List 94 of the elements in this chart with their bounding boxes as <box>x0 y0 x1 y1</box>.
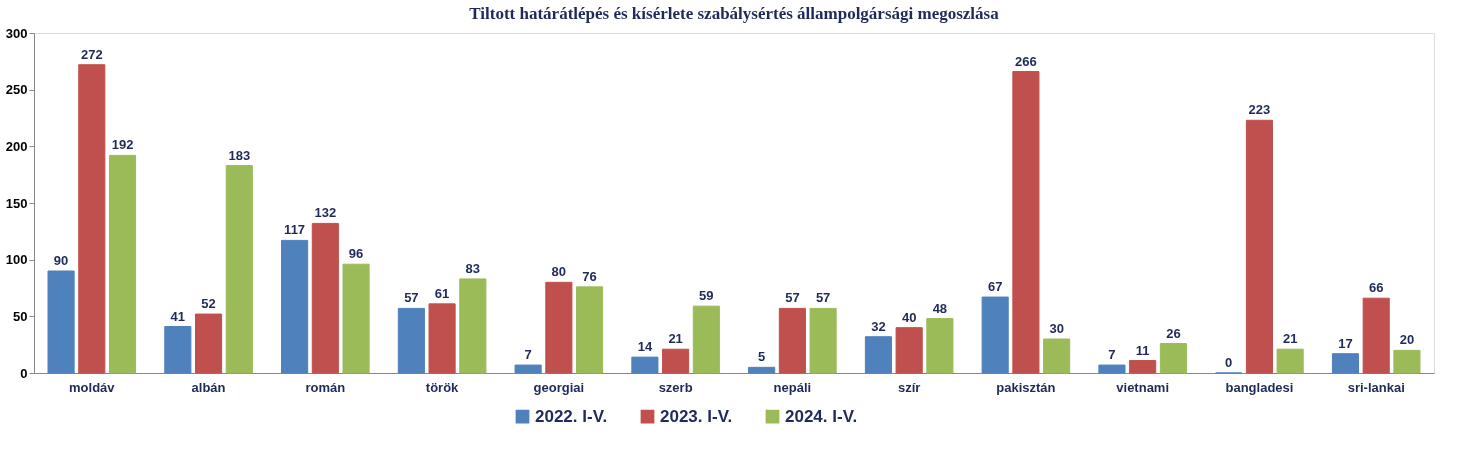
x-tick-label: pakisztán <box>996 379 1056 395</box>
bar <box>1043 338 1071 374</box>
bar <box>1331 353 1360 374</box>
x-tick-label: nepáli <box>773 379 812 395</box>
bar <box>428 303 456 374</box>
data-label: 117 <box>284 222 306 238</box>
x-tick-label: török <box>425 379 460 395</box>
x-tick-label: vietnami <box>1116 379 1170 395</box>
x-tick-label: szerb <box>658 379 693 395</box>
y-tick-label: 100 <box>5 252 28 268</box>
bar <box>108 154 137 374</box>
x-tick-label: sri-lankai <box>1347 379 1405 395</box>
bar <box>981 296 1009 374</box>
x-tick-label: bangladesi <box>1225 379 1294 395</box>
x-tick-label: szír <box>897 379 921 395</box>
data-label: 266 <box>1015 53 1037 69</box>
data-label: 26 <box>1166 325 1181 341</box>
data-label: 76 <box>582 268 597 284</box>
data-label: 192 <box>111 137 134 153</box>
legend-label: 2024. I-V. <box>785 406 858 426</box>
legend-label: 2022. I-V. <box>535 406 608 426</box>
x-tick-label: moldáv <box>69 379 116 395</box>
data-label: 61 <box>434 285 450 301</box>
bar <box>195 313 223 374</box>
data-label: 96 <box>348 246 364 262</box>
data-label: 17 <box>1338 335 1353 351</box>
y-tick-label: 50 <box>13 308 28 324</box>
bar <box>1129 360 1157 374</box>
bar <box>545 281 573 374</box>
bar <box>47 270 75 374</box>
bar <box>1012 71 1040 374</box>
data-label: 183 <box>228 147 251 163</box>
data-label: 132 <box>314 205 337 221</box>
data-label: 52 <box>201 296 216 312</box>
bar <box>459 278 487 374</box>
bar <box>576 286 604 374</box>
data-label: 66 <box>1368 280 1384 296</box>
bar <box>164 326 192 374</box>
data-label: 14 <box>637 339 653 355</box>
data-label: 57 <box>404 290 419 306</box>
bar <box>895 327 923 374</box>
data-label: 80 <box>551 264 567 280</box>
data-label: 11 <box>1135 342 1150 358</box>
data-label: 21 <box>1282 331 1298 347</box>
bar <box>311 222 339 374</box>
data-label: 32 <box>871 318 886 334</box>
bar <box>1245 119 1273 374</box>
data-label: 30 <box>1049 321 1064 336</box>
x-tick-label: georgiai <box>533 379 585 395</box>
bar <box>1393 349 1421 374</box>
bar <box>514 364 542 374</box>
bar <box>778 307 806 374</box>
bar <box>864 336 892 374</box>
bar <box>1362 297 1390 374</box>
data-label: 41 <box>170 308 186 324</box>
bar <box>748 366 776 374</box>
bar <box>397 307 425 374</box>
bar <box>342 263 370 374</box>
data-label: 0 <box>1225 355 1233 370</box>
x-tick-label: albán <box>191 379 226 395</box>
bar <box>692 305 720 374</box>
chart-title: Tiltott határátlépés és kísérlete szabálysértés állampolgársági megoszlása <box>469 4 1000 23</box>
bar <box>809 307 837 374</box>
bar <box>1159 343 1187 374</box>
data-label: 20 <box>1399 332 1415 348</box>
data-label: 48 <box>932 300 948 316</box>
data-label: 90 <box>53 253 69 268</box>
y-tick-label: 200 <box>5 138 28 154</box>
x-tick-label: román <box>305 379 346 395</box>
data-label: 59 <box>699 288 714 304</box>
data-label: 272 <box>80 46 103 62</box>
y-tick-label: 300 <box>5 25 28 41</box>
data-label: 21 <box>668 331 683 347</box>
data-label: 7 <box>524 347 532 363</box>
bar <box>1276 348 1304 374</box>
bar <box>631 356 659 374</box>
bar <box>926 318 954 374</box>
y-tick-label: 250 <box>5 82 28 98</box>
data-label: 40 <box>901 309 917 325</box>
data-label: 5 <box>758 349 766 365</box>
y-tick-label: 0 <box>20 365 28 381</box>
bar <box>225 165 253 374</box>
legend-label: 2023. I-V. <box>660 406 733 426</box>
bar <box>662 348 690 374</box>
bar <box>281 239 309 374</box>
data-label: 57 <box>785 290 800 306</box>
bar <box>78 64 106 374</box>
data-label: 223 <box>1248 102 1271 118</box>
data-label: 57 <box>815 290 831 306</box>
data-label: 83 <box>465 260 481 276</box>
y-tick-label: 150 <box>5 195 28 211</box>
bar <box>1098 364 1126 374</box>
data-label: 67 <box>987 279 1003 295</box>
data-label: 7 <box>1108 347 1116 363</box>
